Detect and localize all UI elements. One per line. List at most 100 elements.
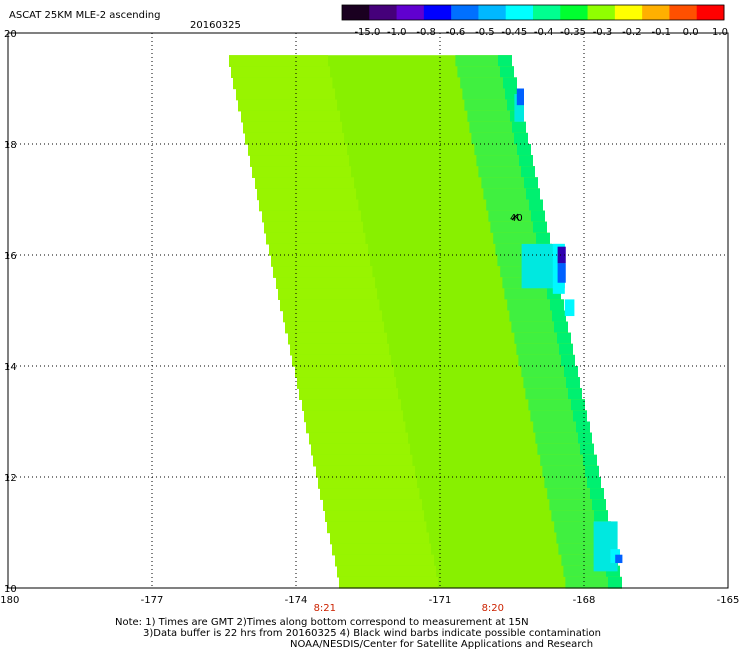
swath-west-band	[316, 465, 416, 478]
swath-blue-patch	[615, 554, 623, 564]
swath-row	[273, 266, 557, 278]
wind-barb-icon: 40	[510, 213, 523, 224]
swath-row	[306, 421, 590, 434]
swath-west-band	[252, 166, 352, 178]
swath-row	[285, 321, 568, 334]
swath-edge-band	[564, 366, 578, 378]
colorbar-swatch	[342, 5, 370, 20]
swath-west-band	[290, 343, 390, 356]
swath-east-band	[530, 410, 587, 423]
swath-row	[278, 288, 561, 300]
swath-east-band	[525, 388, 582, 400]
swath-east-band	[490, 221, 547, 234]
longitude-label: -174	[285, 595, 308, 606]
latitude-label: 12	[4, 473, 17, 484]
longitude-label: -165	[717, 595, 740, 606]
swath-row	[269, 243, 552, 256]
colorbar-swatch	[505, 5, 534, 20]
swath-row	[255, 177, 538, 189]
swath-row	[248, 144, 531, 156]
time-labels: 8:21 8:20	[314, 603, 504, 614]
latitude-label: 20	[4, 29, 17, 40]
swath-west-band	[304, 410, 404, 423]
swath-row	[316, 465, 599, 478]
colorbar-swatch	[478, 5, 507, 20]
swath-row	[304, 410, 587, 423]
swath-row	[250, 155, 533, 167]
swath-edge-band	[547, 288, 561, 300]
swath-west-band	[245, 132, 345, 145]
latitude-labels: 20 18 16 14 12 10	[4, 29, 17, 595]
swath-east-band	[514, 332, 571, 345]
time-label: 8:20	[482, 603, 504, 614]
latitude-label: 16	[4, 251, 17, 262]
swath-row	[264, 221, 547, 234]
swath-row	[262, 210, 545, 223]
swath-row	[309, 432, 592, 445]
swath-edge-band	[583, 454, 597, 467]
swath-row	[339, 576, 622, 589]
colorbar-swatch	[533, 5, 561, 20]
swath-row	[290, 343, 573, 356]
swath-west-band	[306, 421, 406, 434]
colorbar-swatch	[396, 5, 425, 20]
swath-west-band	[323, 499, 423, 511]
swath-west-band	[288, 332, 388, 345]
swath-row	[288, 332, 571, 345]
colorbar-swatch	[560, 5, 589, 20]
swath-west-band	[313, 454, 413, 467]
swath-row	[323, 499, 606, 511]
swath-west-band	[238, 99, 338, 112]
swath-row	[320, 488, 604, 500]
swath-east-band	[516, 343, 573, 356]
swath-row	[302, 399, 585, 411]
swath-east-band	[556, 532, 613, 545]
colorbar-frame	[341, 4, 725, 21]
swath-east-band	[528, 399, 585, 411]
swath-row	[243, 121, 526, 134]
swath-east-band	[476, 155, 533, 167]
colorbar-swatch	[587, 5, 616, 20]
swath-east-band	[540, 454, 597, 467]
colorbar-swatch	[369, 5, 398, 20]
swath-cyan-patch	[593, 521, 618, 572]
swath-east-band	[467, 110, 524, 123]
swath-edge-band	[550, 299, 564, 312]
swath-east-band	[549, 499, 606, 511]
colorbar-swatch	[451, 5, 479, 20]
swath-west-band	[250, 155, 350, 167]
longitude-label: -168	[573, 595, 596, 606]
swath-west-band	[273, 266, 373, 278]
swath-edge-band	[580, 443, 594, 456]
swath-edge-band	[529, 199, 543, 212]
swath-east-band	[462, 88, 519, 101]
swath-row	[332, 543, 615, 556]
swath-west-band	[311, 443, 411, 456]
swath-row	[295, 366, 578, 378]
wind-barb-label: 40	[510, 213, 523, 224]
swath-edge-band	[505, 88, 519, 101]
swath-edge-band	[503, 77, 517, 90]
swath-west-band	[292, 354, 392, 367]
swath-edge-band	[576, 421, 590, 434]
latitude-label: 18	[4, 140, 17, 151]
swath-row	[233, 77, 517, 90]
swath-east-band	[478, 166, 535, 178]
latitude-label: 10	[4, 584, 17, 595]
swath-west-band	[335, 554, 435, 567]
swath-east-band	[464, 99, 521, 112]
swath-edge-band	[507, 99, 521, 112]
colorbar-swatch	[669, 5, 698, 20]
swath-edge-band	[531, 210, 545, 223]
swath-lightcyan-patch	[564, 299, 575, 317]
swath-west-band	[248, 144, 348, 156]
swath-edge-band	[526, 188, 540, 201]
swath-edge-band	[517, 144, 531, 156]
swath-edge-band	[498, 55, 512, 67]
swath-west-band	[339, 576, 439, 589]
swath-row	[335, 554, 618, 567]
colorbar-swatch	[423, 5, 452, 20]
swath-edge-band	[533, 221, 547, 234]
swath-west-band	[259, 199, 359, 212]
